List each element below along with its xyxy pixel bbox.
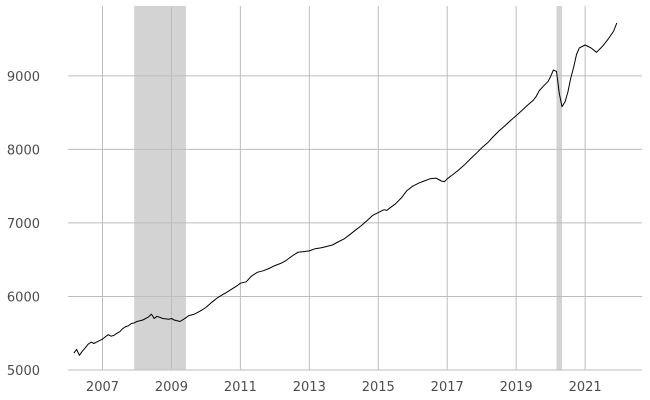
y-tick-label: 6000 xyxy=(7,290,40,305)
recession-shading xyxy=(134,6,563,370)
recession-band-1 xyxy=(134,6,186,370)
gridlines xyxy=(68,6,642,371)
y-tick-label: 5000 xyxy=(7,364,40,379)
series-line-group xyxy=(73,22,618,356)
y-axis-tick-labels: 5000 6000 7000 8000 9000 xyxy=(7,70,40,379)
x-tick-label: 2015 xyxy=(362,380,395,395)
x-tick-label: 2013 xyxy=(293,380,326,395)
series-line-1 xyxy=(73,22,618,356)
x-tick-label: 2007 xyxy=(86,380,119,395)
x-tick-label: 2021 xyxy=(569,380,602,395)
y-tick-label: 9000 xyxy=(7,70,40,85)
y-tick-label: 8000 xyxy=(7,143,40,158)
x-tick-label: 2011 xyxy=(224,380,257,395)
recession-band-2 xyxy=(556,6,563,370)
x-tick-label: 2019 xyxy=(500,380,533,395)
y-tick-label: 7000 xyxy=(7,217,40,232)
x-axis-tick-labels: 2007 2009 2011 2013 2015 2017 2019 2021 xyxy=(86,380,602,395)
x-tick-label: 2017 xyxy=(431,380,464,395)
x-tick-label: 2009 xyxy=(155,380,188,395)
